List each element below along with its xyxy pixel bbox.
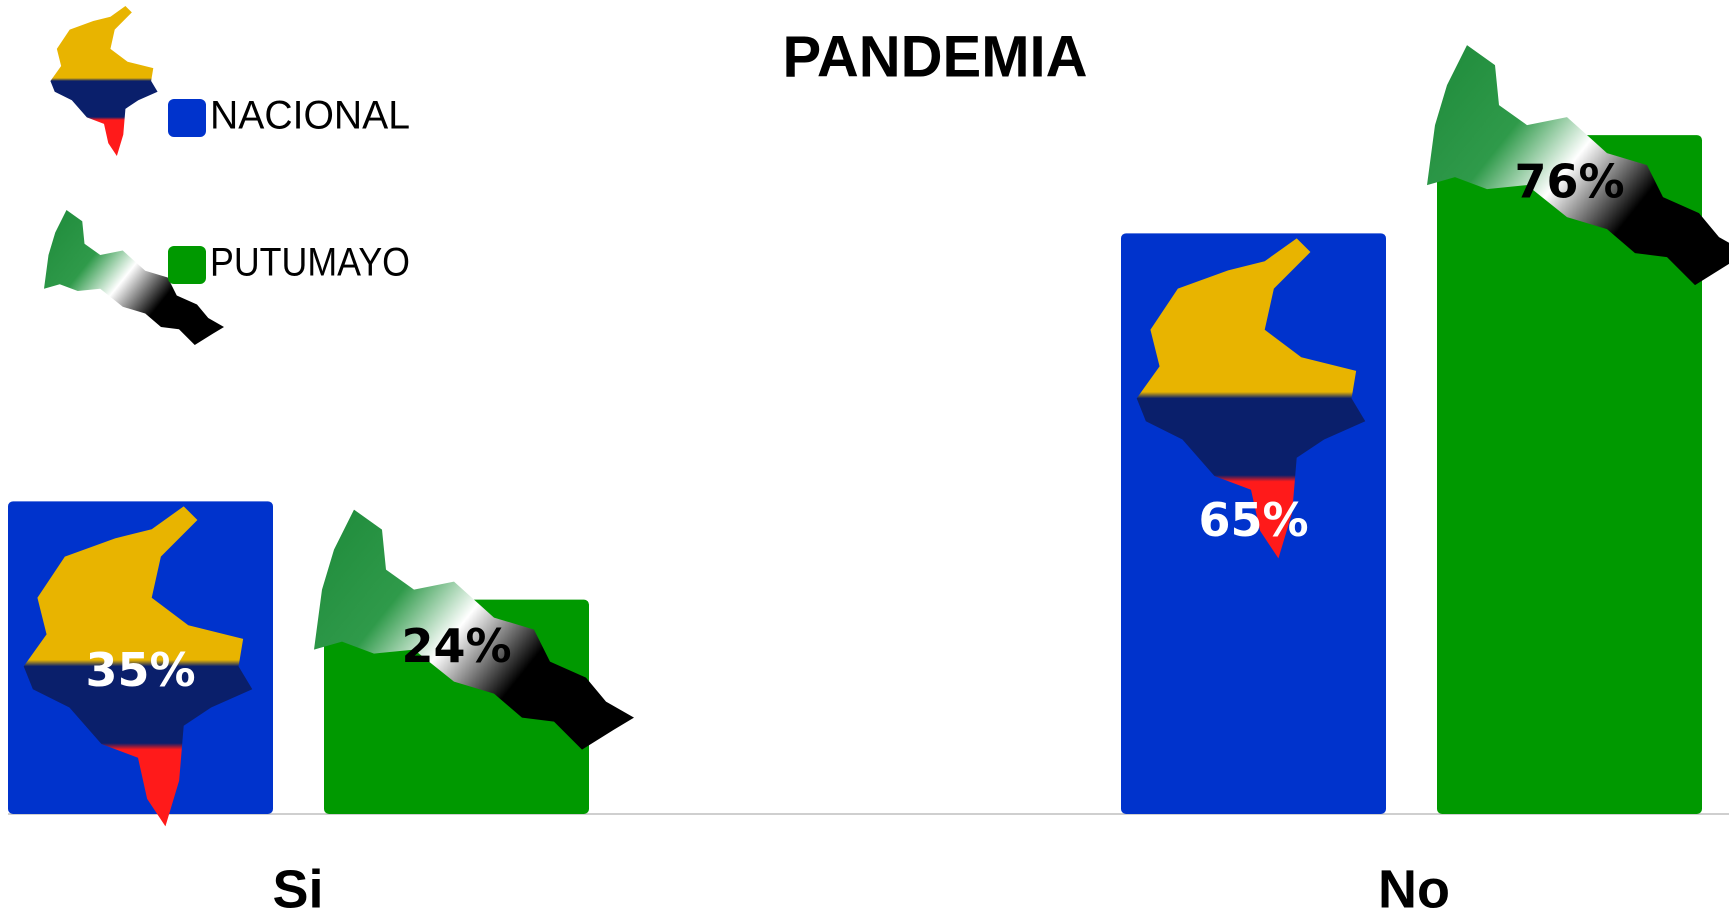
bar (1437, 135, 1702, 815)
legend-swatch (168, 246, 206, 284)
legend-icon (50, 6, 158, 156)
value-label: 76% (1514, 155, 1624, 209)
value-label: 24% (401, 619, 511, 673)
value-label: 65% (1198, 493, 1308, 547)
legend-swatch (168, 99, 206, 137)
legend-label: PUTUMAYO (210, 241, 410, 285)
x-tick-label: No (1378, 859, 1450, 919)
value-label: 35% (85, 643, 195, 697)
chart-title: PANDEMIA (782, 24, 1087, 89)
legend-label: NACIONAL (210, 94, 410, 138)
x-tick-label: Si (272, 859, 323, 919)
